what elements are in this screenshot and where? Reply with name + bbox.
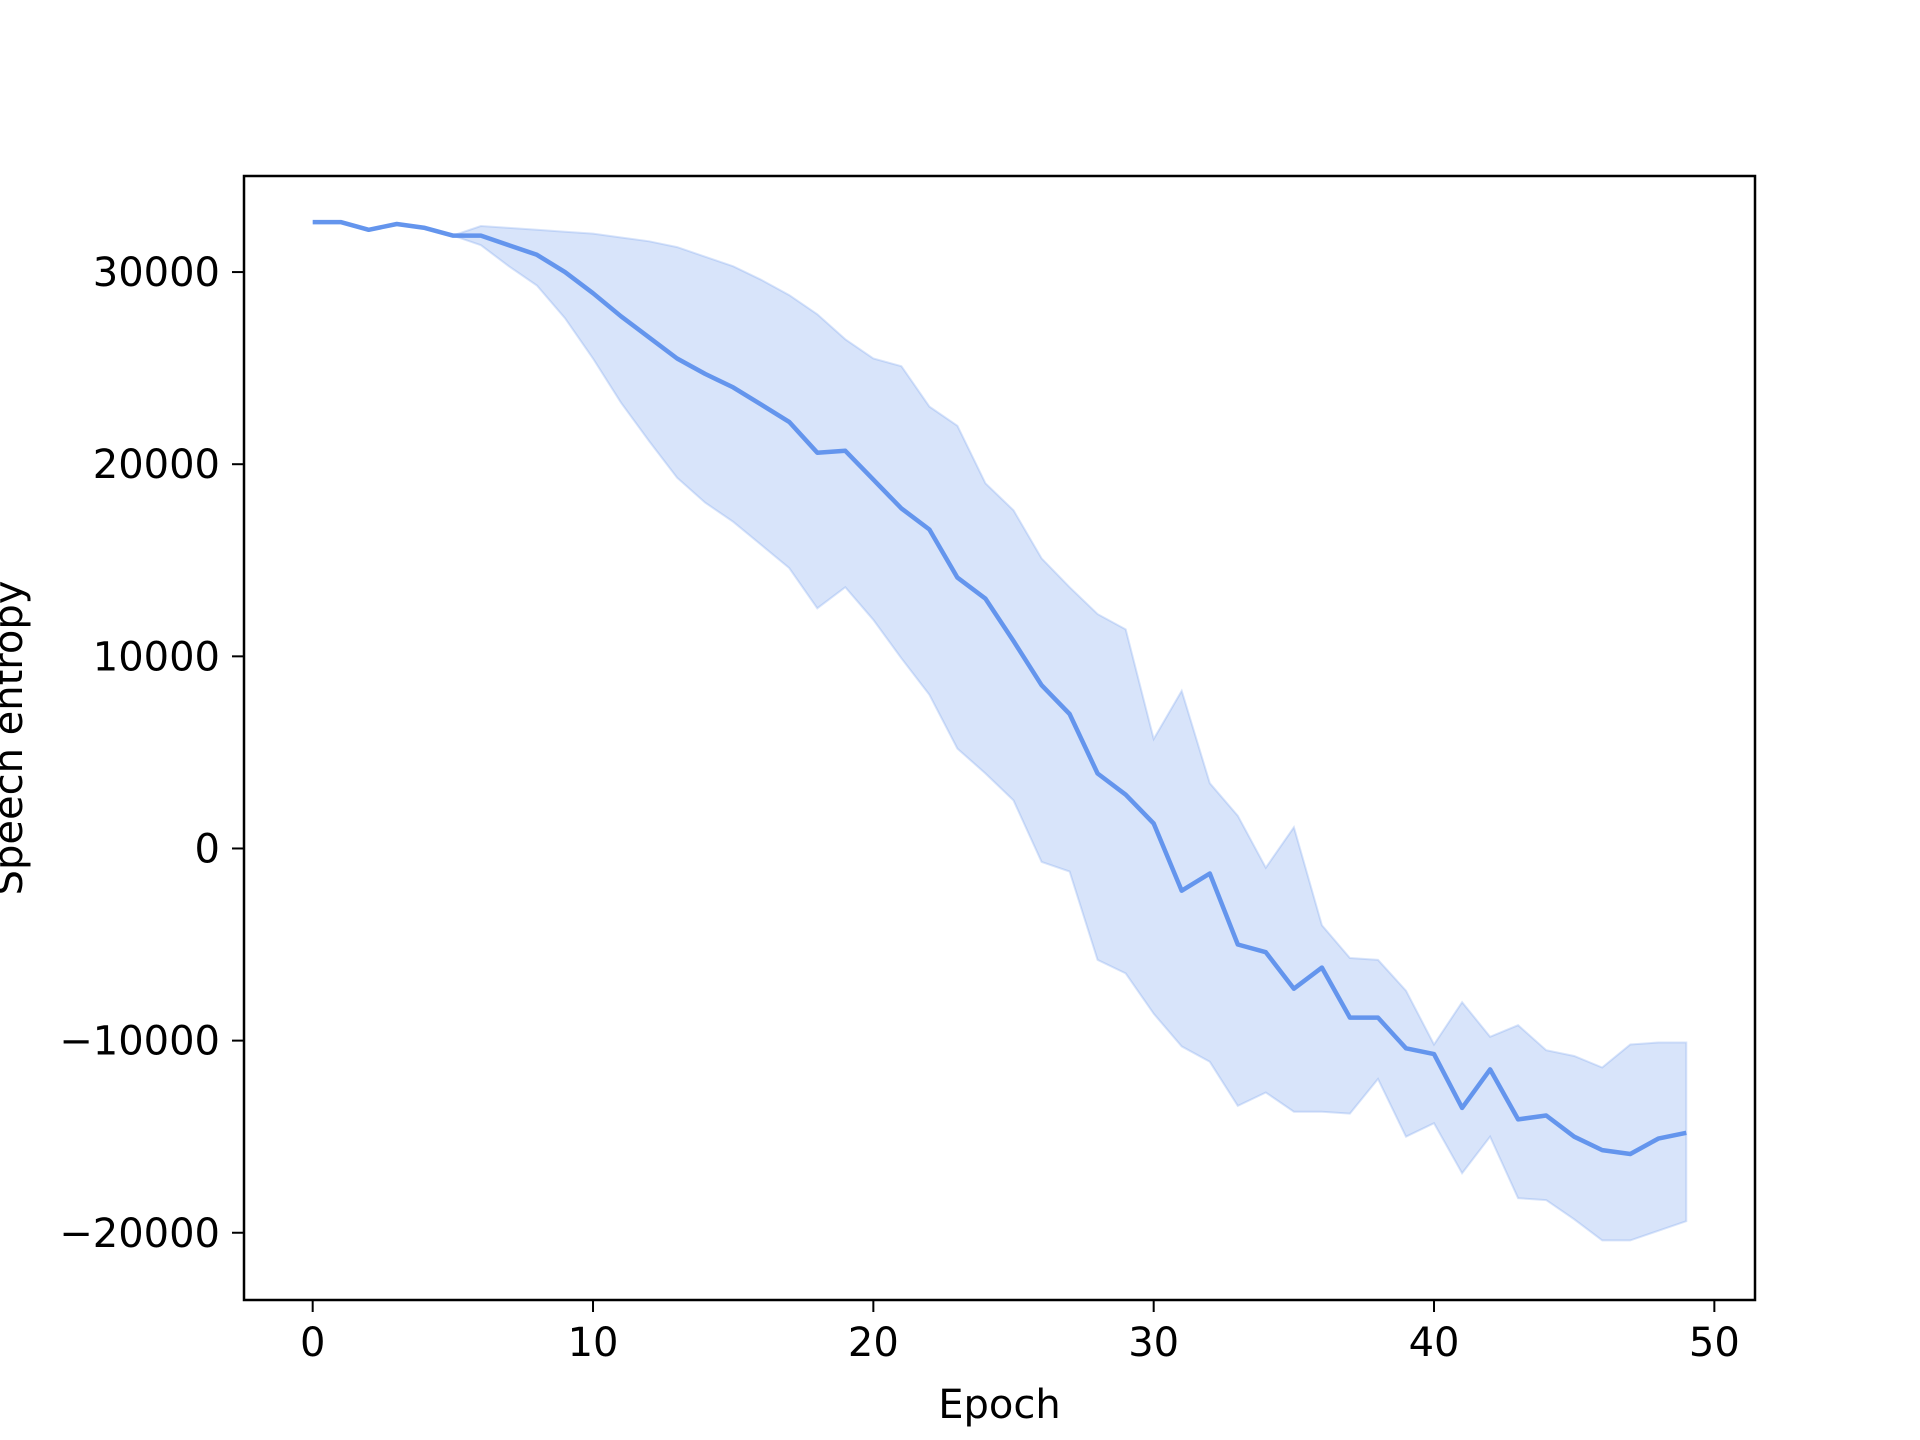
x-tick-label: 50: [1689, 1320, 1740, 1366]
y-axis-label: Speech entropy: [0, 581, 32, 896]
x-tick-label: 30: [1128, 1320, 1179, 1366]
y-tick-label: −10000: [59, 1019, 220, 1065]
plot-area: [312, 219, 1688, 1242]
x-tick-label: 40: [1409, 1320, 1460, 1366]
y-tick-label: 20000: [93, 442, 220, 488]
y-tick-label: 30000: [93, 250, 220, 296]
x-axis-label: Epoch: [938, 1382, 1060, 1428]
y-tick-label: 0: [195, 826, 220, 872]
y-tick-label: 10000: [93, 634, 220, 680]
x-tick-label: 20: [848, 1320, 899, 1366]
x-axis: 0 10 20 30 40 50: [300, 1300, 1740, 1366]
plot-frame: [242, 174, 1757, 1302]
confidence-band: [312, 221, 1688, 1242]
x-tick-label: 10: [568, 1320, 619, 1366]
x-tick-label: 0: [300, 1320, 325, 1366]
y-tick-label: −20000: [59, 1211, 220, 1257]
mean-line: [312, 219, 1687, 1157]
y-axis: −20000 −10000 0 10000 20000 30000: [59, 250, 244, 1257]
